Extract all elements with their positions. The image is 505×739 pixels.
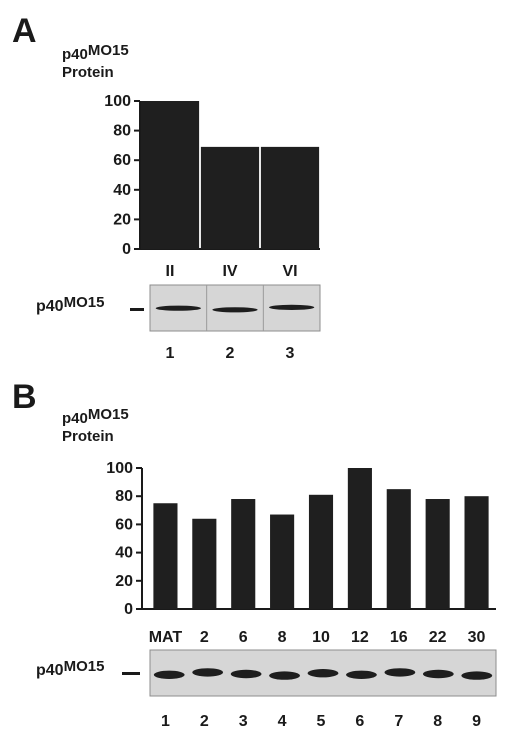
- panel-a-ytick-label: 20: [113, 211, 131, 228]
- panel-a-ylabel-line2: Protein: [62, 64, 114, 81]
- panel-b-blot-band: [269, 671, 300, 680]
- panel-a-blot-label: p40MO15: [36, 294, 104, 316]
- panel-b-category-label: 10: [312, 629, 330, 646]
- panel-a-category-label: IV: [222, 263, 237, 280]
- panel-b-blot-band: [230, 669, 262, 679]
- panel-b-blot-label-main: p40: [36, 662, 64, 679]
- panel-a-blot-band: [155, 305, 201, 311]
- panel-a-ytick-label: 80: [113, 123, 131, 140]
- panel-b-ytick-label: 60: [115, 516, 133, 533]
- panel-a-blot-band: [269, 304, 315, 310]
- panel-a-ytick-label: 0: [122, 241, 131, 258]
- panel-b-category-label: MAT: [149, 629, 183, 646]
- panel-a-bar: [260, 146, 320, 249]
- panel-b-bar: [270, 514, 295, 609]
- panel-b-bar: [153, 503, 178, 609]
- panel-b-lane-number: 7: [394, 713, 403, 730]
- panel-b-category-label: 6: [239, 629, 248, 646]
- panel-b-lane-number: 5: [317, 713, 326, 730]
- panel-a-bar: [140, 101, 200, 249]
- panel-a-ytick-label: 100: [104, 93, 131, 110]
- panel-b-bar: [308, 494, 334, 609]
- panel-b-blot-band: [307, 669, 339, 678]
- panel-b-lane-number: 9: [472, 713, 481, 730]
- panel-b-ylabel-sup: MO15: [87, 406, 129, 423]
- panel-b-ytick-label: 0: [124, 601, 133, 618]
- panel-b-lane-number: 3: [239, 713, 248, 730]
- panel-a-lane-number: 1: [166, 345, 175, 362]
- panel-b-band-marker: [122, 672, 140, 675]
- panel-a-ytick-label: 40: [113, 182, 131, 199]
- panel-b-lane-number: 1: [161, 713, 170, 730]
- panel-b-lane-number: 2: [200, 713, 209, 730]
- panel-b-ytick-label: 40: [115, 545, 133, 562]
- panel-b-blot-band: [422, 669, 454, 679]
- panel-a-letter: A: [12, 12, 37, 50]
- panel-a-ytick-label: 60: [113, 152, 131, 169]
- panel-b-bar: [425, 499, 450, 609]
- panel-b-bar: [464, 496, 489, 609]
- panel-b-western-blot: [149, 649, 497, 697]
- panel-a-category-label: II: [166, 263, 175, 280]
- panel-b-blot-label-sup: MO15: [63, 658, 105, 675]
- panel-a-category-label: VI: [282, 263, 297, 280]
- panel-b-blot-label: p40MO15: [36, 658, 104, 680]
- panel-a-bar: [200, 146, 260, 249]
- panel-a-bar-chart: 0 20 40 60 80 100 II 1 IV 2 VI 3: [104, 93, 320, 362]
- panel-b-category-label: 22: [429, 629, 447, 646]
- panel-b-blot-band: [192, 668, 224, 677]
- panel-a-ylabel: p40MO15 Protein: [62, 42, 129, 82]
- panel-b-blot-band: [346, 670, 377, 679]
- panel-a-blot-label-sup: MO15: [63, 294, 105, 311]
- panel-b-ytick-label: 100: [106, 460, 133, 477]
- panel-b-lane-number: 6: [355, 713, 364, 730]
- panel-b-lane-number: 4: [278, 713, 287, 730]
- panel-a-western-blot: [149, 284, 321, 332]
- panel-a-blot-label-main: p40: [36, 298, 64, 315]
- panel-b-blot-band: [384, 668, 416, 677]
- panel-b-ytick-label: 20: [115, 573, 133, 590]
- panel-a-band-marker: [130, 308, 144, 311]
- panel-a-ylabel-main: p40: [62, 46, 88, 63]
- panel-a-ylabel-sup: MO15: [87, 42, 129, 59]
- panel-b-blot-band: [461, 671, 493, 680]
- panel-b-ylabel: p40MO15 Protein: [62, 406, 129, 446]
- panel-b-ytick-label: 80: [115, 488, 133, 505]
- panel-b-category-label: 2: [200, 629, 209, 646]
- panel-b-bar: [347, 468, 372, 609]
- panel-b-ylabel-main: p40: [62, 410, 88, 427]
- panel-b-blot-band: [153, 670, 185, 679]
- panel-b-category-label: 16: [390, 629, 408, 646]
- panel-b-category-label: 30: [468, 629, 486, 646]
- panel-b-category-label: 12: [351, 629, 369, 646]
- panel-b-bar: [192, 518, 217, 609]
- panel-a-lane-number: 3: [286, 345, 295, 362]
- panel-b-category-label: 8: [278, 629, 287, 646]
- panel-b-bar: [231, 499, 256, 609]
- panel-a-lane-number: 2: [226, 345, 235, 362]
- panel-b-lane-number: 8: [433, 713, 442, 730]
- panel-b-letter: B: [12, 378, 37, 416]
- panel-b-ylabel-line2: Protein: [62, 428, 114, 445]
- panel-b-bar: [386, 489, 411, 609]
- panel-a-blot-band: [212, 307, 258, 313]
